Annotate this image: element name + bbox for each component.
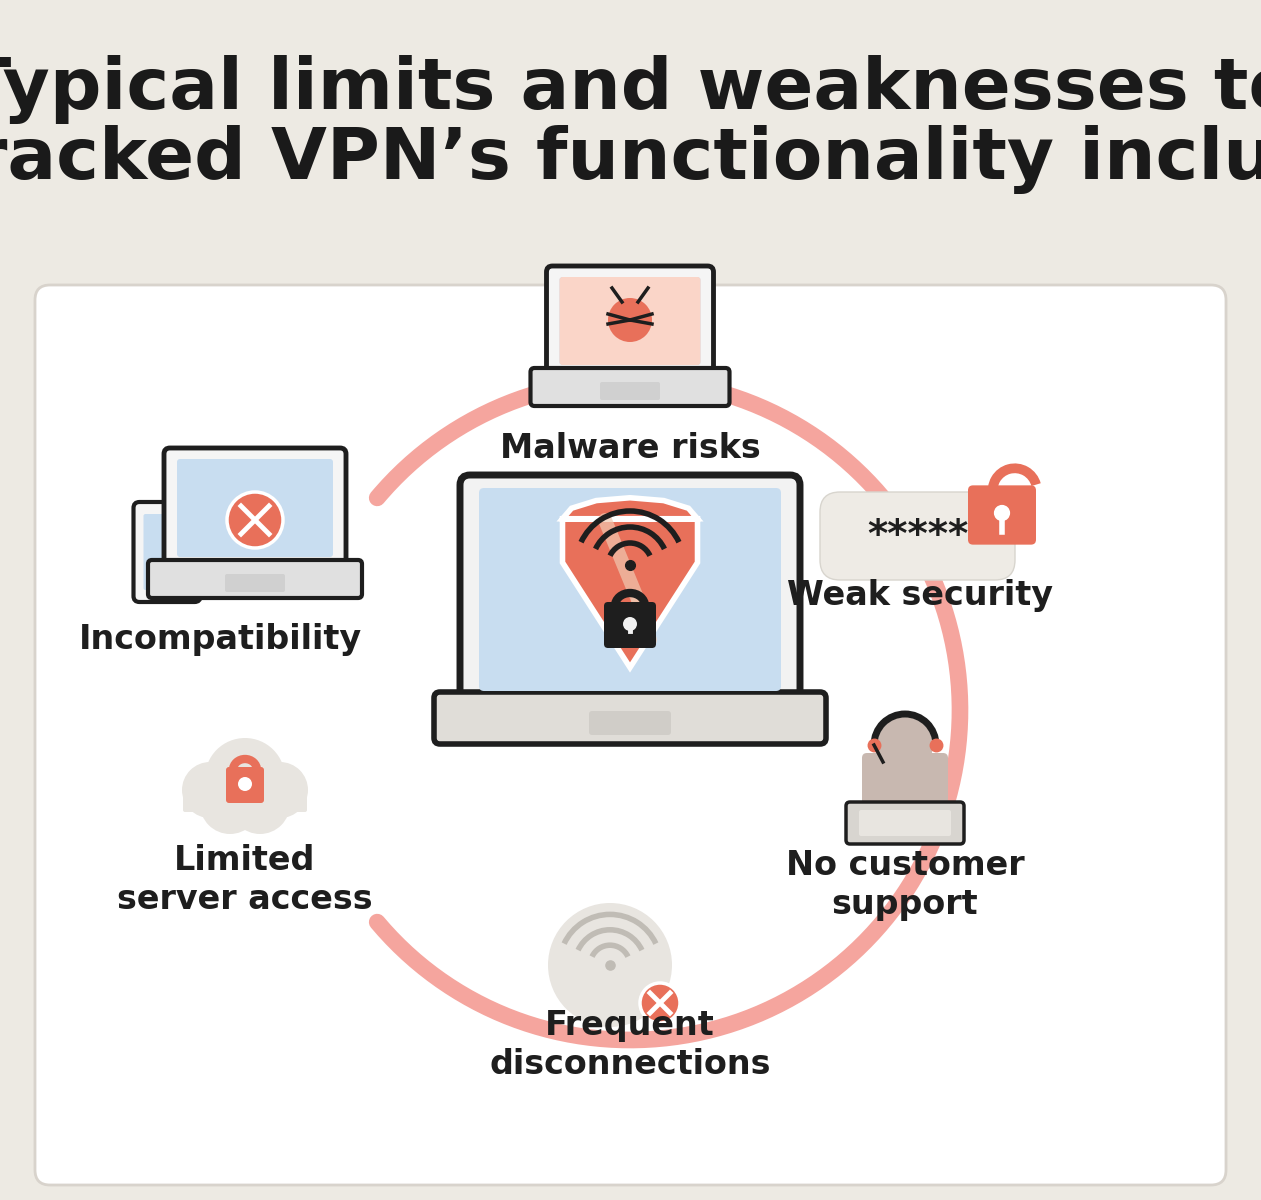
FancyBboxPatch shape [144,514,190,590]
FancyBboxPatch shape [226,767,264,803]
FancyBboxPatch shape [177,458,333,557]
Circle shape [876,716,933,773]
FancyBboxPatch shape [531,368,730,406]
FancyBboxPatch shape [183,786,306,812]
FancyBboxPatch shape [164,448,346,570]
FancyBboxPatch shape [968,485,1037,545]
FancyBboxPatch shape [460,475,799,710]
Circle shape [227,492,282,548]
Text: *****: ***** [868,517,968,554]
Circle shape [608,298,652,342]
FancyBboxPatch shape [479,488,781,691]
Circle shape [238,778,252,791]
Text: Malware risks: Malware risks [499,432,760,464]
Text: Limited
server access: Limited server access [117,845,373,916]
FancyBboxPatch shape [863,754,948,815]
FancyBboxPatch shape [224,574,285,592]
FancyBboxPatch shape [820,492,1015,580]
Text: a cracked VPN’s functionality include:: a cracked VPN’s functionality include: [0,126,1261,194]
Circle shape [200,774,260,834]
Circle shape [252,762,308,818]
Circle shape [549,902,672,1027]
Circle shape [641,983,680,1022]
FancyBboxPatch shape [846,802,963,844]
FancyBboxPatch shape [134,502,200,602]
FancyBboxPatch shape [600,382,660,400]
Text: Weak security: Weak security [787,578,1053,612]
FancyBboxPatch shape [589,710,671,734]
FancyBboxPatch shape [560,277,701,365]
Circle shape [623,617,637,631]
FancyBboxPatch shape [560,277,701,365]
FancyBboxPatch shape [546,266,714,378]
Text: Frequent
disconnections: Frequent disconnections [489,1009,770,1080]
Text: No customer
support: No customer support [786,850,1024,920]
Circle shape [230,774,290,834]
Text: Incompatibility: Incompatibility [78,624,362,656]
FancyBboxPatch shape [434,692,826,744]
Polygon shape [562,498,697,667]
Circle shape [206,738,285,818]
FancyBboxPatch shape [859,810,951,836]
FancyBboxPatch shape [604,602,656,648]
Circle shape [182,762,238,818]
FancyBboxPatch shape [148,560,362,598]
Text: Typical limits and weaknesses to: Typical limits and weaknesses to [0,55,1261,125]
Circle shape [994,505,1010,521]
FancyBboxPatch shape [35,284,1226,1186]
